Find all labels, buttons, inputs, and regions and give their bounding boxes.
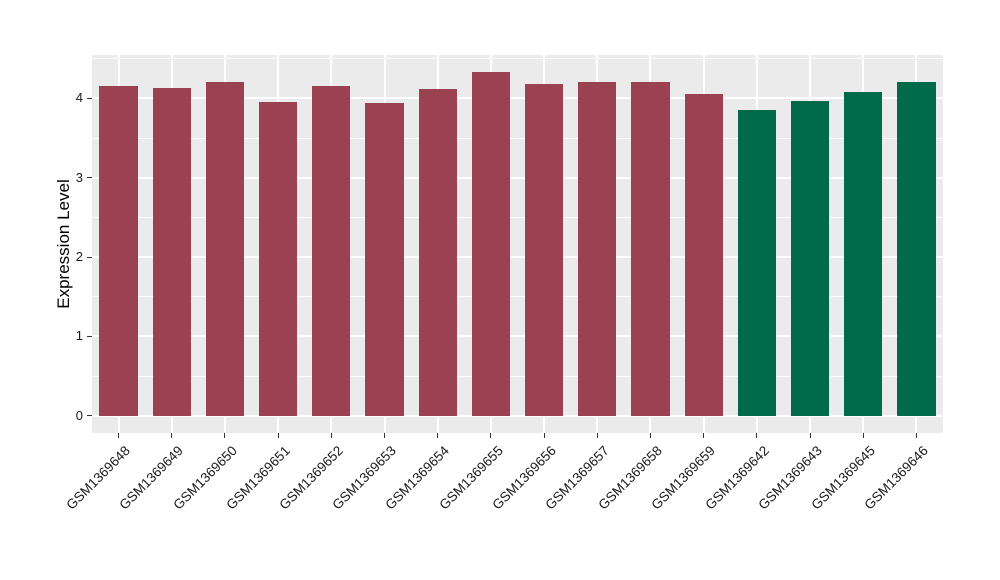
x-tick-mark <box>756 433 758 438</box>
gridline-major-y <box>92 256 943 259</box>
bar-GSM1369648 <box>99 85 138 416</box>
gridline-minor-y <box>92 216 943 218</box>
bar-GSM1369658 <box>631 82 670 416</box>
y-tick-mark <box>87 256 92 258</box>
bar-GSM1369655 <box>471 72 511 416</box>
bar-GSM1369646 <box>897 82 936 416</box>
y-tick-label: 2 <box>75 249 83 265</box>
y-tick-label: 3 <box>75 169 83 185</box>
bar-GSM1369643 <box>790 100 830 416</box>
bar-GSM1369645 <box>844 92 883 416</box>
y-tick-mark <box>87 415 92 417</box>
plot-panel <box>92 55 943 433</box>
gridline-minor-y <box>92 375 943 377</box>
gridline-minor-y <box>92 137 943 139</box>
y-tick-mark <box>87 177 92 179</box>
y-tick-label: 0 <box>75 407 83 423</box>
bar-GSM1369650 <box>205 81 245 416</box>
bar-GSM1369649 <box>152 88 191 416</box>
x-tick-mark <box>649 433 651 438</box>
y-tick-mark <box>87 335 92 337</box>
x-tick-mark <box>543 433 545 438</box>
bar-GSM1369642 <box>737 110 776 416</box>
x-tick-mark <box>224 433 226 438</box>
y-tick-mark <box>87 97 92 99</box>
y-tick-label: 1 <box>75 328 83 344</box>
y-tick-label: 4 <box>75 90 83 106</box>
gridline-major-y <box>92 176 943 179</box>
bar-GSM1369652 <box>312 86 351 416</box>
bar-GSM1369657 <box>578 82 617 416</box>
x-tick-mark <box>596 433 598 438</box>
x-tick-mark <box>437 433 439 438</box>
x-tick-mark <box>277 433 279 438</box>
y-axis-title: Expression Level <box>54 179 73 309</box>
x-tick-mark <box>703 433 705 438</box>
x-tick-mark <box>118 433 120 438</box>
gridline-major-y <box>92 335 943 338</box>
gridline-major-y <box>92 414 943 417</box>
bar-GSM1369656 <box>524 84 564 416</box>
x-tick-mark <box>809 433 811 438</box>
bar-GSM1369651 <box>259 102 298 416</box>
gridline-major-y <box>92 97 943 100</box>
gridline-minor-y <box>92 58 943 60</box>
x-tick-mark <box>330 433 332 438</box>
x-tick-mark <box>862 433 864 438</box>
x-tick-mark <box>384 433 386 438</box>
gridline-minor-y <box>92 296 943 298</box>
bar-GSM1369659 <box>684 94 723 416</box>
bar-GSM1369654 <box>418 88 457 416</box>
x-tick-mark <box>490 433 492 438</box>
bar-GSM1369653 <box>365 103 404 416</box>
x-tick-mark <box>171 433 173 438</box>
x-tick-mark <box>915 433 917 438</box>
